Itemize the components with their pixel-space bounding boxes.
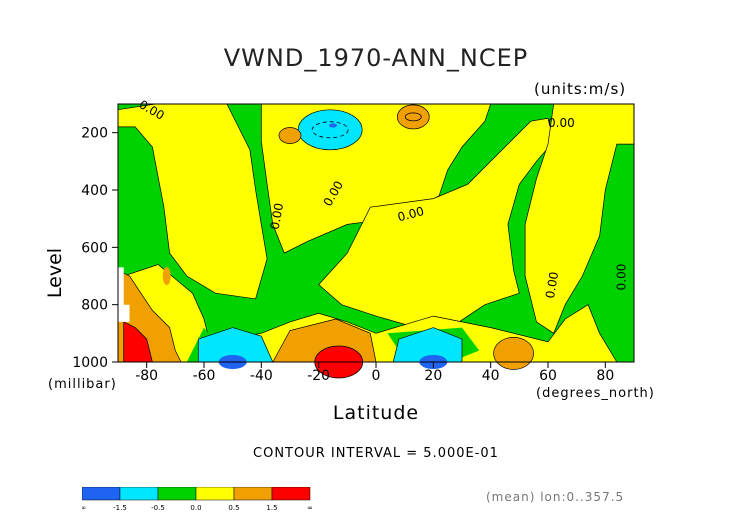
colorbar-swatch [119, 487, 159, 501]
contour-label: 0.00 [614, 264, 628, 291]
x-tick-label: -20 [307, 368, 330, 384]
contour-label: 0.00 [548, 116, 575, 130]
colorbar: -∞ -1.5 -0.5 0.0 0.5 1.5 ∞ [82, 487, 313, 512]
x-axis-label: Latitude [332, 402, 420, 424]
colorbar-label: ∞ [307, 504, 313, 512]
colorbar-swatch [82, 487, 121, 501]
region-yellow-east [524, 103, 635, 334]
y-axis-label: Level [44, 247, 67, 299]
contour-label: 0.00 [396, 204, 425, 224]
colorbar-label: 0.0 [190, 504, 201, 512]
masked-region [118, 267, 130, 322]
y-tick-label: 200 [81, 126, 108, 142]
y-axis-units: (millibar) [48, 377, 117, 392]
region-red-surface-polar [123, 321, 153, 363]
contour-label: 0.00 [268, 202, 286, 231]
y-tick-label: 600 [81, 240, 108, 256]
x-tick-label: 60 [539, 368, 557, 384]
x-tick-label: 20 [424, 368, 442, 384]
region-orange-upper-left [278, 127, 302, 144]
contour-label: 0.00 [543, 271, 561, 300]
plot-area: 0.000.000.000.000.000.000.000.00-80-60-4… [72, 97, 635, 384]
x-tick-label: 80 [596, 368, 614, 384]
colorbar-label: 0.5 [228, 504, 239, 512]
region-yellow-west [117, 103, 268, 300]
region-yellow-mid [318, 117, 555, 328]
x-tick-label: -80 [135, 368, 158, 384]
y-tick-label: 1000 [72, 355, 108, 371]
contour-orange-upper [404, 112, 422, 122]
region-blue-upper [329, 123, 337, 128]
y-tick-label: 400 [81, 183, 108, 199]
colorbar-swatch [195, 487, 235, 501]
colorbar-label: -∞ [82, 504, 86, 512]
colorbar-label: -0.5 [151, 504, 165, 512]
colorbar-swatch [271, 487, 311, 501]
colorbar-swatch [157, 487, 197, 501]
contour-interval-text: CONTOUR INTERVAL = 5.000E-01 [253, 446, 499, 461]
region-orange-surface-north [493, 337, 534, 370]
x-tick-label: 40 [482, 368, 500, 384]
x-axis-units: (degrees_north) [536, 386, 655, 401]
colorbar-label: -1.5 [113, 504, 127, 512]
colorbar-label: 1.5 [266, 504, 277, 512]
units-label: (units:m/s) [534, 80, 627, 98]
region-orange-upper [396, 104, 430, 130]
region-cyan-upper [297, 109, 363, 151]
colorbar-swatch [233, 487, 273, 501]
x-tick-label: -40 [250, 368, 273, 384]
x-tick-label: -60 [193, 368, 216, 384]
x-tick-label: 0 [372, 368, 381, 384]
footnote: (mean) lon:0..357.5 [486, 490, 625, 504]
contour-dashed-upper [311, 121, 349, 139]
chart-title: VWND_1970-ANN_NCEP [223, 44, 529, 72]
y-tick-label: 800 [81, 298, 108, 314]
region-orange-polar-spot [162, 267, 171, 285]
